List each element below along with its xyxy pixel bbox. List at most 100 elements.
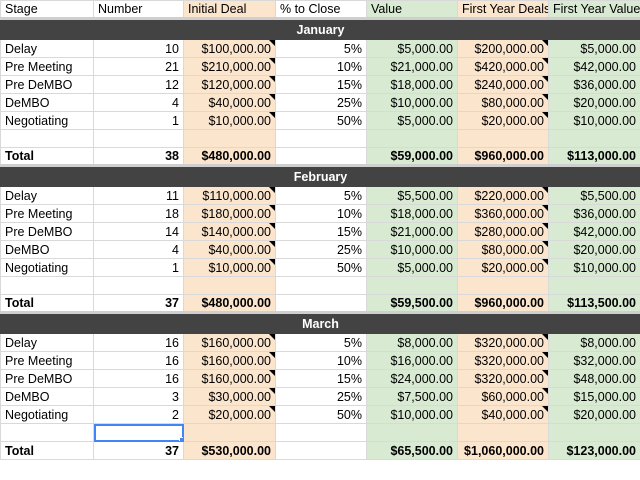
cell-number[interactable]: 4 (93, 93, 184, 112)
cell-initial-deal[interactable]: $10,000.00 (183, 258, 276, 277)
cell-value[interactable]: $24,000.00 (366, 369, 458, 388)
cell-percent-to-close[interactable]: 5% (275, 39, 367, 58)
cell-stage[interactable] (0, 129, 94, 148)
cell-number[interactable]: 2 (93, 405, 184, 424)
cell-percent-to-close[interactable]: 25% (275, 387, 367, 406)
cell-stage[interactable] (0, 423, 94, 442)
cell-percent-to-close[interactable]: 10% (275, 351, 367, 370)
total-stage[interactable]: Total (0, 294, 94, 313)
cell-value[interactable]: $5,000.00 (366, 111, 458, 130)
cell-initial-deal[interactable]: $160,000.00 (183, 369, 276, 388)
total-value[interactable]: $59,000.00 (366, 147, 458, 166)
cell-first-year-value[interactable]: $48,000.00 (548, 369, 640, 388)
cell-first-year-deals[interactable]: $200,000.00 (457, 39, 549, 58)
cell-initial-deal[interactable]: $40,000.00 (183, 240, 276, 259)
cell-first-year-value[interactable]: $42,000.00 (548, 57, 640, 76)
total-first-year-value[interactable]: $113,000.00 (548, 147, 640, 166)
cell-first-year-deals[interactable] (457, 276, 549, 295)
cell-first-year-deals[interactable]: $60,000.00 (457, 387, 549, 406)
cell-percent-to-close[interactable] (275, 423, 367, 442)
cell-number[interactable]: 21 (93, 57, 184, 76)
cell-value[interactable] (366, 129, 458, 148)
total-first-year-deals[interactable]: $960,000.00 (457, 147, 549, 166)
cell-initial-deal[interactable]: $180,000.00 (183, 204, 276, 223)
total-initial-deal[interactable]: $530,000.00 (183, 441, 276, 460)
cell-initial-deal[interactable]: $140,000.00 (183, 222, 276, 241)
cell-first-year-value[interactable]: $10,000.00 (548, 258, 640, 277)
cell-first-year-value[interactable]: $20,000.00 (548, 405, 640, 424)
cell-number[interactable] (93, 129, 184, 148)
header-first-year-deals[interactable]: First Year Deals (457, 0, 549, 19)
cell-first-year-deals[interactable]: $80,000.00 (457, 240, 549, 259)
cell-first-year-value[interactable] (548, 423, 640, 442)
cell-stage[interactable]: DeMBO (0, 240, 94, 259)
cell-value[interactable]: $5,500.00 (366, 186, 458, 205)
cell-first-year-deals[interactable]: $320,000.00 (457, 369, 549, 388)
total-stage[interactable]: Total (0, 441, 94, 460)
cell-initial-deal[interactable]: $30,000.00 (183, 387, 276, 406)
cell-stage[interactable]: Pre Meeting (0, 204, 94, 223)
total-first-year-value[interactable]: $123,000.00 (548, 441, 640, 460)
cell-number[interactable]: 11 (93, 186, 184, 205)
cell-first-year-deals[interactable]: $20,000.00 (457, 111, 549, 130)
cell-initial-deal[interactable] (183, 276, 276, 295)
header-value[interactable]: Value (366, 0, 458, 19)
cell-number[interactable]: 12 (93, 75, 184, 94)
cell-stage[interactable]: Pre DeMBO (0, 222, 94, 241)
cell-first-year-value[interactable]: $5,000.00 (548, 39, 640, 58)
cell-first-year-value[interactable]: $5,500.00 (548, 186, 640, 205)
total-value[interactable]: $65,500.00 (366, 441, 458, 460)
cell-first-year-value[interactable]: $42,000.00 (548, 222, 640, 241)
cell-number[interactable]: 16 (93, 333, 184, 352)
cell-percent-to-close[interactable]: 15% (275, 369, 367, 388)
cell-first-year-value[interactable]: $20,000.00 (548, 240, 640, 259)
cell-first-year-deals[interactable]: $220,000.00 (457, 186, 549, 205)
cell-stage[interactable]: Pre Meeting (0, 57, 94, 76)
cell-value[interactable]: $21,000.00 (366, 57, 458, 76)
cell-percent-to-close[interactable]: 15% (275, 75, 367, 94)
month-label[interactable]: January (0, 17, 640, 40)
cell-percent-to-close[interactable] (275, 276, 367, 295)
cell-stage[interactable]: DeMBO (0, 387, 94, 406)
total-number[interactable]: 37 (93, 294, 184, 313)
cell-number[interactable]: 14 (93, 222, 184, 241)
cell-stage[interactable]: Negotiating (0, 111, 94, 130)
cell-stage[interactable] (0, 276, 94, 295)
cell-first-year-deals[interactable]: $20,000.00 (457, 258, 549, 277)
cell-stage[interactable]: Pre DeMBO (0, 75, 94, 94)
cell-percent-to-close[interactable]: 25% (275, 240, 367, 259)
total-initial-deal[interactable]: $480,000.00 (183, 294, 276, 313)
cell-first-year-deals[interactable]: $420,000.00 (457, 57, 549, 76)
cell-percent-to-close[interactable]: 50% (275, 258, 367, 277)
cell-value[interactable]: $18,000.00 (366, 75, 458, 94)
month-label[interactable]: March (0, 311, 640, 334)
cell-number[interactable] (93, 276, 184, 295)
cell-value[interactable]: $10,000.00 (366, 240, 458, 259)
cell-first-year-value[interactable] (548, 276, 640, 295)
cell-first-year-value[interactable] (548, 129, 640, 148)
cell-initial-deal[interactable]: $210,000.00 (183, 57, 276, 76)
total-stage[interactable]: Total (0, 147, 94, 166)
cell-value[interactable]: $10,000.00 (366, 93, 458, 112)
cell-percent-to-close[interactable]: 50% (275, 111, 367, 130)
cell-value[interactable]: $5,000.00 (366, 39, 458, 58)
cell-stage[interactable]: Delay (0, 333, 94, 352)
cell-stage[interactable]: Delay (0, 39, 94, 58)
cell-percent-to-close[interactable] (275, 129, 367, 148)
header-percent-to-close[interactable]: % to Close (275, 0, 367, 19)
cell-initial-deal[interactable]: $100,000.00 (183, 39, 276, 58)
cell-initial-deal[interactable]: $160,000.00 (183, 351, 276, 370)
cell-first-year-value[interactable]: $36,000.00 (548, 204, 640, 223)
cell-value[interactable]: $8,000.00 (366, 333, 458, 352)
cell-initial-deal[interactable] (183, 423, 276, 442)
cell-value[interactable]: $7,500.00 (366, 387, 458, 406)
cell-first-year-value[interactable]: $20,000.00 (548, 93, 640, 112)
total-number[interactable]: 37 (93, 441, 184, 460)
cell-percent-to-close[interactable]: 25% (275, 93, 367, 112)
cell-value[interactable]: $18,000.00 (366, 204, 458, 223)
cell-first-year-deals[interactable]: $320,000.00 (457, 333, 549, 352)
cell-number[interactable]: 16 (93, 351, 184, 370)
cell-initial-deal[interactable]: $110,000.00 (183, 186, 276, 205)
cell-first-year-deals[interactable]: $360,000.00 (457, 204, 549, 223)
cell-percent-to-close[interactable]: 10% (275, 204, 367, 223)
